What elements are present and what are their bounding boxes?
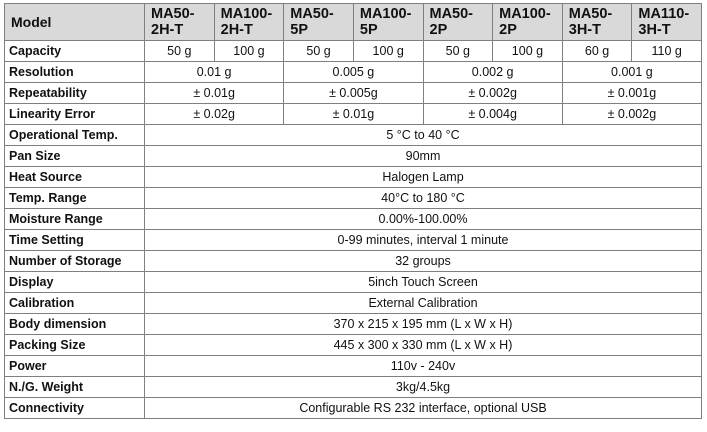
model-name: MA50-2H-T	[144, 3, 215, 41]
spec-row: Pan Size 90mm	[4, 145, 702, 167]
spec-label: Number of Storage	[4, 250, 145, 272]
spec-label: Linearity Error	[4, 103, 145, 125]
spec-value: 0.01 g	[143, 61, 285, 83]
spec-value: ± 0.01g	[283, 103, 424, 125]
spec-value: ± 0.004g	[422, 103, 563, 125]
spec-value: 0.00%-100.00%	[144, 208, 702, 230]
spec-label: Moisture Range	[4, 208, 145, 230]
spec-row: Calibration External Calibration	[4, 292, 702, 314]
spec-row: Heat Source Halogen Lamp	[4, 166, 702, 188]
model-name: MA100-2P	[492, 3, 563, 41]
spec-label: Power	[4, 355, 145, 377]
model-name: MA100-2H-T	[213, 3, 285, 41]
spec-value: External Calibration	[144, 292, 702, 314]
spec-row: Power 110v - 240v	[4, 355, 702, 377]
spec-value: ± 0.002g	[422, 82, 563, 104]
spec-label: Repeatability	[4, 82, 145, 104]
spec-label: Resolution	[4, 61, 145, 83]
spec-row: Time Setting 0-99 minutes, interval 1 min…	[4, 229, 702, 251]
spec-label: Packing Size	[4, 334, 145, 356]
spec-value: ± 0.001g	[561, 82, 703, 104]
spec-value: 60 g	[561, 40, 633, 62]
model-name: MA110-3H-T	[631, 3, 702, 41]
spec-label: Temp. Range	[4, 187, 145, 209]
spec-table: Model MA50-2H-T MA100-2H-T MA50-5P MA100-5P M…	[4, 3, 703, 419]
spec-row: Connectivity Configurable RS 232 interfac…	[4, 397, 702, 419]
model-name: MA50-5P	[283, 3, 354, 41]
spec-label: N./G. Weight	[4, 376, 145, 398]
spec-label: Operational Temp.	[4, 124, 145, 146]
spec-value: 90mm	[144, 145, 702, 167]
spec-row: Packing Size 445 x 300 x 330 mm (L x W x …	[4, 334, 702, 356]
spec-value: ± 0.01g	[143, 82, 285, 104]
model-name: MA100-5P	[352, 3, 424, 41]
spec-label: Body dimension	[4, 313, 145, 335]
spec-row: Repeatability ± 0.01g ± 0.005g ± 0.002g ± 0.…	[4, 82, 703, 104]
spec-row: Body dimension 370 x 215 x 195 mm (L x W …	[4, 313, 702, 335]
spec-label: Pan Size	[4, 145, 145, 167]
spec-row: Resolution 0.01 g 0.005 g 0.002 g 0.001 g	[4, 61, 703, 83]
spec-label: Heat Source	[4, 166, 145, 188]
spec-value: 0.005 g	[283, 61, 424, 83]
spec-value: 5 °C to 40 °C	[144, 124, 702, 146]
spec-label: Capacity	[4, 40, 145, 62]
spec-row: Operational Temp. 5 °C to 40 °C	[4, 124, 702, 146]
spec-value: Configurable RS 232 interface, optional …	[144, 397, 702, 419]
spec-value: 40°C to 180 °C	[144, 187, 702, 209]
spec-value: 100 g	[213, 40, 285, 62]
spec-value: ± 0.002g	[561, 103, 703, 125]
model-name: MA50-2P	[422, 3, 494, 41]
spec-row: Temp. Range 40°C to 180 °C	[4, 187, 702, 209]
spec-row: Display 5inch Touch Screen	[4, 271, 702, 293]
spec-value: 0.001 g	[561, 61, 703, 83]
spec-row: Moisture Range 0.00%-100.00%	[4, 208, 702, 230]
spec-value: 50 g	[283, 40, 354, 62]
spec-value: 32 groups	[144, 250, 702, 272]
spec-value: 445 x 300 x 330 mm (L x W x H)	[144, 334, 702, 356]
spec-label: Connectivity	[4, 397, 145, 419]
header-label: Model	[4, 3, 145, 41]
spec-value: 0.002 g	[422, 61, 563, 83]
spec-value: 50 g	[144, 40, 215, 62]
spec-label: Time Setting	[4, 229, 145, 251]
spec-value: ± 0.02g	[143, 103, 285, 125]
spec-label: Calibration	[4, 292, 145, 314]
spec-value: Halogen Lamp	[144, 166, 702, 188]
spec-value: 370 x 215 x 195 mm (L x W x H)	[144, 313, 702, 335]
spec-row: Linearity Error ± 0.02g ± 0.01g ± 0.004g ± 0…	[4, 103, 703, 125]
spec-row: Number of Storage 32 groups	[4, 250, 702, 272]
spec-value: ± 0.005g	[283, 82, 424, 104]
spec-value: 5inch Touch Screen	[144, 271, 702, 293]
spec-value: 100 g	[492, 40, 563, 62]
spec-value: 110 g	[631, 40, 702, 62]
spec-row: N./G. Weight 3kg/4.5kg	[4, 376, 702, 398]
spec-value: 50 g	[422, 40, 494, 62]
spec-value: 3kg/4.5kg	[144, 376, 702, 398]
model-name: MA50-3H-T	[561, 3, 633, 41]
spec-value: 100 g	[352, 40, 424, 62]
header-row: Model MA50-2H-T MA100-2H-T MA50-5P MA100-5P M…	[4, 3, 702, 41]
spec-label: Display	[4, 271, 145, 293]
spec-value: 0-99 minutes, interval 1 minute	[144, 229, 702, 251]
spec-value: 110v - 240v	[144, 355, 702, 377]
